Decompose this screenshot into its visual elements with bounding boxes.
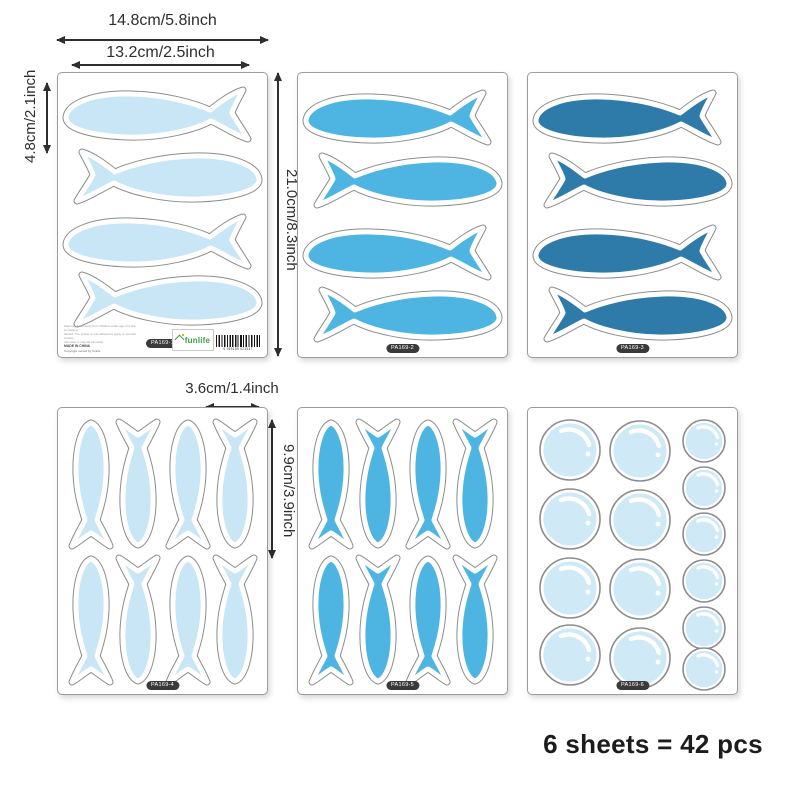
fish-sticker xyxy=(409,559,447,682)
warning-line: otherwise it may fall off easily. xyxy=(64,339,104,344)
bubble-sticker xyxy=(681,465,727,511)
sticker-sheet-pa169-6: PA169-6 xyxy=(527,407,738,695)
bubble-art xyxy=(528,408,727,692)
bubble-sticker xyxy=(610,559,670,619)
sheet-count-summary: 6 sheets = 42 pcs xyxy=(543,729,763,759)
large-fish-art-medium xyxy=(298,73,507,357)
dim-small-fish-height-label: 9.9cm/3.9inch xyxy=(280,443,297,538)
brand-name: funlife xyxy=(184,335,211,345)
bubble-sticker xyxy=(681,605,727,651)
warning-line: hazard. The sticker is only allowed to a… xyxy=(64,331,136,340)
bubble-sticker xyxy=(681,646,727,692)
fish-sticker xyxy=(409,423,447,546)
bubble-sticker xyxy=(540,625,600,685)
dim-sheet-height-arrow xyxy=(277,73,279,356)
bubble-sticker xyxy=(610,490,670,550)
barcode-bars xyxy=(216,334,260,347)
dim-small-fish-height-arrow xyxy=(271,420,273,558)
sticker-sheet-pa169-3: PA169-3 xyxy=(527,72,738,358)
dim-outer-width-arrow xyxy=(57,39,268,41)
sheet-code-badge: PA169-6 xyxy=(615,680,650,690)
fish-sticker xyxy=(312,423,350,546)
fish-sticker xyxy=(312,559,350,682)
small-fish-art-medium xyxy=(298,408,507,694)
fish-sticker xyxy=(119,558,157,681)
dim-small-fish-width-label: 3.6cm/1.4inch xyxy=(185,380,279,397)
fish-sticker xyxy=(77,275,259,324)
fish-sticker xyxy=(359,422,397,545)
dim-sheet-height-label: 21.0cm/8.3inch xyxy=(283,168,300,271)
barcode-digits: 6 955185 021547 xyxy=(223,346,253,351)
fish-sticker xyxy=(66,90,248,139)
barcode: 6 955185 021547 xyxy=(216,334,260,351)
bubble-sticker xyxy=(681,558,727,604)
fish-sticker xyxy=(169,423,207,546)
fish-sticker xyxy=(536,228,718,277)
fish-sticker xyxy=(359,558,397,681)
fish-sticker xyxy=(317,290,499,339)
bubble-sticker xyxy=(540,489,600,549)
fish-sticker xyxy=(456,558,494,681)
fish-sticker xyxy=(169,559,207,682)
dim-inner-width-arrow xyxy=(72,64,249,66)
made-in-text: MADE IN CHINA xyxy=(64,344,90,349)
sticker-sheet-pa169-2: PA169-2 xyxy=(297,72,508,358)
dim-fish-height-label: 4.8cm/2.1inch xyxy=(22,69,39,163)
large-fish-art-light xyxy=(58,73,267,357)
warning-line: Warning: Keep away from children under a… xyxy=(64,323,136,332)
warning-text: Warning: Keep away from children under a… xyxy=(64,324,138,354)
dim-inner-width-label: 13.2cm/2.5inch xyxy=(106,44,215,61)
small-fish-art-light xyxy=(58,408,267,694)
fish-sticker xyxy=(306,228,488,277)
copyright-text: Copyright owned by funlife xyxy=(64,348,101,353)
funlife-logo: funlife xyxy=(172,329,214,351)
dim-fish-height-arrow xyxy=(46,83,48,153)
fish-sticker xyxy=(119,422,157,545)
fish-sticker xyxy=(216,558,254,681)
fish-sticker xyxy=(547,290,729,339)
sticker-sheet-pa169-1: Warning: Keep away from children under a… xyxy=(57,72,268,358)
fish-sticker xyxy=(547,156,729,205)
bubble-sticker xyxy=(540,420,600,480)
fish-sticker xyxy=(77,152,259,201)
fish-sticker xyxy=(317,156,499,205)
fish-sticker xyxy=(306,93,488,142)
bubble-sticker xyxy=(610,628,670,688)
sheet-code-badge: PA169-2 xyxy=(385,343,420,353)
fish-sticker xyxy=(216,422,254,545)
sheet-code-badge: PA169-1 xyxy=(146,338,180,348)
fish-sticker xyxy=(456,422,494,545)
bubble-sticker xyxy=(681,418,727,464)
sheet-code-badge: PA169-4 xyxy=(145,680,180,690)
fish-sticker xyxy=(72,559,110,682)
dim-outer-width-label: 14.8cm/5.8inch xyxy=(108,12,217,29)
sheet-code-badge: PA169-3 xyxy=(615,343,650,353)
sheet-code-badge: PA169-5 xyxy=(385,680,420,690)
sticker-sheet-pa169-4: PA169-4 xyxy=(57,407,268,695)
fish-sticker xyxy=(72,423,110,546)
dim-small-fish-width-arrow xyxy=(206,406,259,408)
fish-sticker xyxy=(66,217,248,266)
bubble-sticker xyxy=(610,421,670,481)
fish-sticker xyxy=(536,93,718,142)
large-fish-art-dark xyxy=(528,73,737,357)
house-roof-icon xyxy=(176,333,184,342)
sticker-sheet-pa169-5: PA169-5 xyxy=(297,407,508,695)
bubble-sticker xyxy=(540,558,600,618)
bubble-sticker xyxy=(681,511,727,557)
